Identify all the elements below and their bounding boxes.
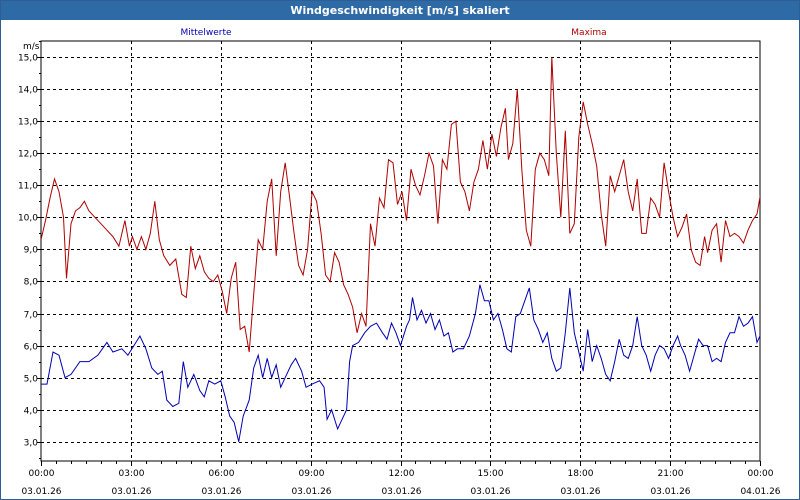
axes: 3,0 4,0 5,0 6,0 7,0 8,0 9,0 10,0 11,0 12,0 13,0 14,… xyxy=(18,41,781,497)
series-line-mittelwerte xyxy=(41,284,760,442)
y-tick-label: 11,0 xyxy=(18,182,38,192)
legend-maxima: Maxima xyxy=(571,28,606,38)
x-tick-date-label: 03.01.26 xyxy=(381,487,421,497)
x-tick-time-label: 21:00 xyxy=(658,469,684,479)
y-tick-label: 5,0 xyxy=(24,375,39,385)
y-tick-label: 9,0 xyxy=(24,246,39,256)
x-tick-time-label: 03:00 xyxy=(119,469,145,479)
x-tick-time-label: 15:00 xyxy=(478,469,504,479)
y-tick-label: 10,0 xyxy=(18,214,38,224)
plot-frame xyxy=(40,40,761,462)
y-axis-unit-label: m/s xyxy=(23,42,40,52)
x-tick-time-label: 12:00 xyxy=(389,469,415,479)
y-tick-label: 7,0 xyxy=(24,311,39,321)
grid xyxy=(41,41,760,461)
y-tick-label: 8,0 xyxy=(24,278,39,288)
y-tick-label: 15,0 xyxy=(18,54,38,64)
x-tick-time-label: 09:00 xyxy=(299,469,325,479)
x-tick-date-label: 03.01.26 xyxy=(560,487,600,497)
x-tick-time-label: 18:00 xyxy=(568,469,594,479)
x-tick-date-label: 04.01.26 xyxy=(740,487,780,497)
series-line-maxima xyxy=(41,56,760,353)
x-tick-date-label: 03.01.26 xyxy=(201,487,241,497)
y-tick-label: 12,0 xyxy=(18,150,38,160)
y-tick-label: 6,0 xyxy=(24,343,39,353)
x-tick-time-label: 00:00 xyxy=(29,469,55,479)
x-tick-date-label: 03.01.26 xyxy=(470,487,510,497)
x-tick-time-label: 00:00 xyxy=(748,469,774,479)
x-tick-date-label: 03.01.26 xyxy=(111,487,151,497)
y-tick-label: 3,0 xyxy=(24,439,39,449)
y-tick-label: 13,0 xyxy=(18,118,38,128)
legend-mittelwerte: Mittelwerte xyxy=(180,28,231,38)
y-tick-label: 4,0 xyxy=(24,407,39,417)
x-tick-date-label: 03.01.26 xyxy=(291,487,331,497)
x-tick-date-label: 03.01.26 xyxy=(650,487,690,497)
x-tick-time-label: 06:00 xyxy=(209,469,235,479)
y-tick-label: 14,0 xyxy=(18,86,38,96)
window-title: Windgeschwindigkeit [m/s] skaliert xyxy=(1,1,799,20)
x-tick-date-label: 03.01.26 xyxy=(21,487,61,497)
series xyxy=(41,56,760,442)
